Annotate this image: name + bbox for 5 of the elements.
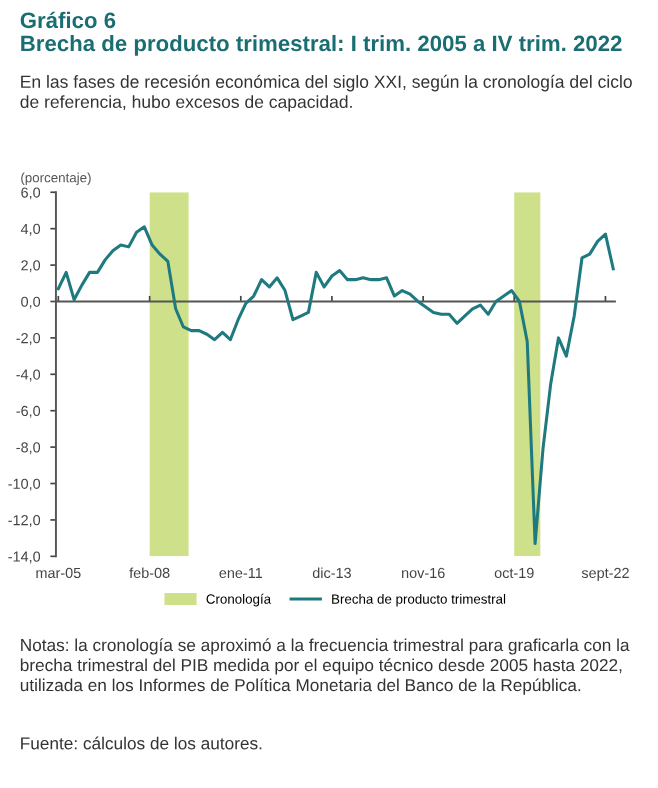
source-note: Fuente: cálculos de los autores. (21, 736, 262, 750)
chart-title: Gráfico 6 Brecha de producto trimestral: I trim. 2005 a IV trim. 2022 (20, 11, 622, 56)
line-series (56, 225, 615, 546)
text: Notas: la cronología se aproximó a la frecuencia trimestral para graficarla con la brecha trimestral del PIB medida por el equipo técnico desde 2005 hasta 2022, utilizada en los Informes de Política Monetaria del Banco de la República. (20, 638, 630, 695)
chart-subtitle: En las fases de recesión económica del siglo XXI, según la cronología del ciclo de referencia, hubo excesos de capacidad. (20, 74, 632, 112)
